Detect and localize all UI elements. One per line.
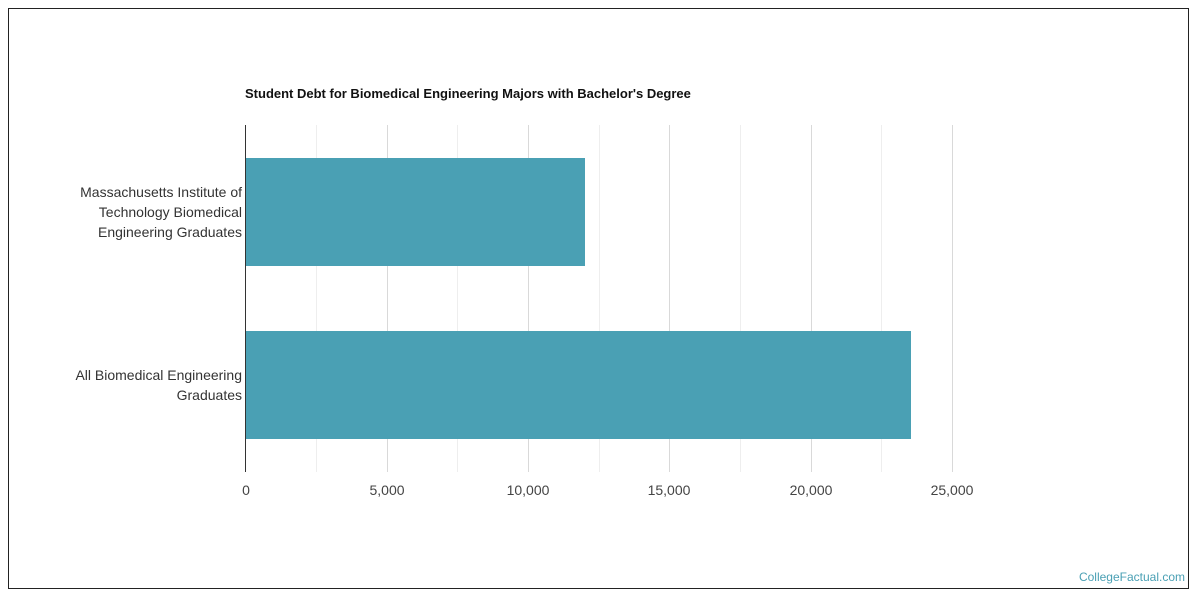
gridline xyxy=(811,125,812,472)
x-tick-label: 20,000 xyxy=(789,482,833,498)
gridline xyxy=(316,125,317,472)
chart-title: Student Debt for Biomedical Engineering … xyxy=(245,86,691,101)
category-label-line: Graduates xyxy=(176,387,242,403)
gridline xyxy=(387,125,388,472)
chart-frame xyxy=(8,8,1189,589)
x-tick-label: 15,000 xyxy=(647,482,691,498)
plot-area xyxy=(245,125,1045,472)
gridline xyxy=(669,125,670,472)
category-label-line: Massachusetts Institute of xyxy=(80,184,242,200)
gridline xyxy=(881,125,882,472)
gridline xyxy=(952,125,953,472)
gridline xyxy=(457,125,458,472)
bar-all-graduates[interactable] xyxy=(246,331,911,439)
category-label-all: All Biomedical Engineering Graduates xyxy=(22,365,242,405)
y-axis-line xyxy=(245,125,246,472)
gridline xyxy=(599,125,600,472)
category-label-line: Engineering Graduates xyxy=(98,224,242,240)
gridline xyxy=(528,125,529,472)
x-tick-label: 10,000 xyxy=(506,482,550,498)
source-credit-link[interactable]: CollegeFactual.com xyxy=(1078,570,1185,584)
gridline xyxy=(740,125,741,472)
category-label-line: All Biomedical Engineering xyxy=(75,367,242,383)
x-tick-label: 0 xyxy=(242,482,250,498)
category-label-mit: Massachusetts Institute of Technology Bi… xyxy=(22,182,242,242)
x-tick-label: 25,000 xyxy=(930,482,974,498)
x-tick-label: 5,000 xyxy=(369,482,405,498)
bar-mit[interactable] xyxy=(246,158,586,266)
category-label-line: Technology Biomedical xyxy=(98,204,242,220)
